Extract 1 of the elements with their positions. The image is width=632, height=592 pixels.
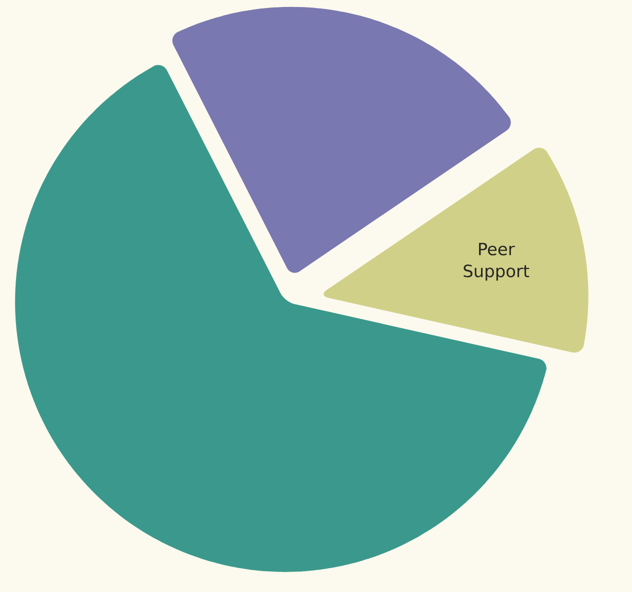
- slice-label: Peer Support: [464, 242, 530, 281]
